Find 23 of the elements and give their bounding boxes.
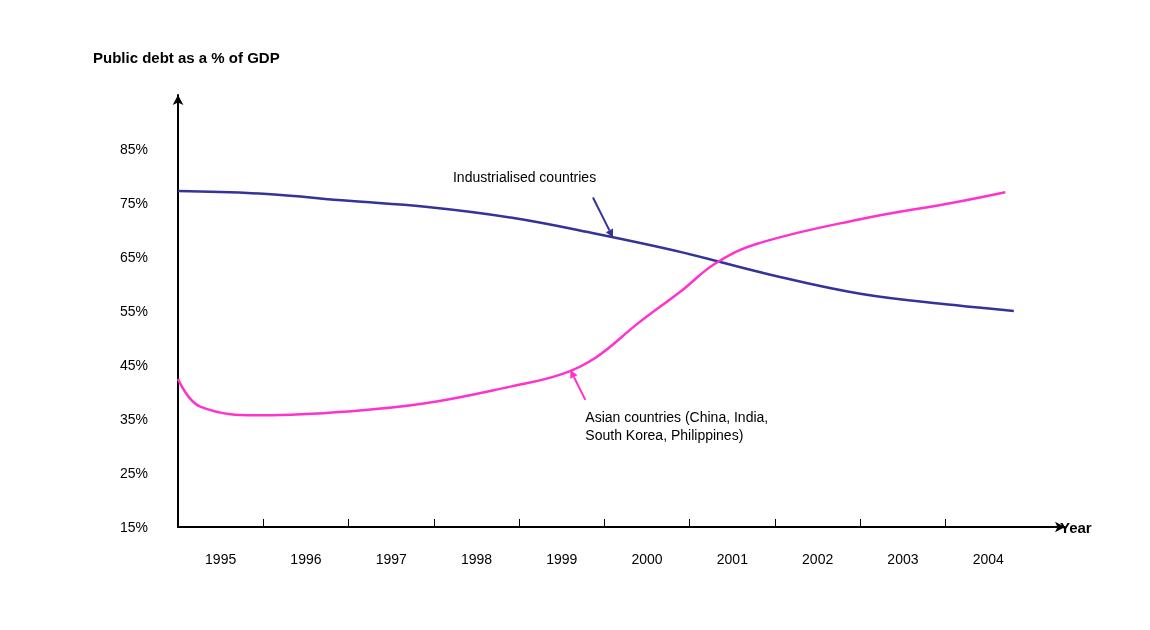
y-tick-label: 65% [119, 249, 148, 265]
y-tick-label: 55% [119, 303, 148, 319]
line-series [176, 189, 1016, 313]
x-tick-label: 2004 [972, 551, 1005, 567]
y-tick-label: 35% [119, 411, 148, 427]
x-tick-label: 2000 [631, 551, 663, 567]
x-tick-label: 1997 [375, 551, 407, 567]
x-tick-label: 2003 [887, 551, 919, 567]
annotation: Industrialised countries [452, 168, 597, 185]
x-tick-label: 1996 [290, 551, 322, 567]
y-tick-label: 85% [119, 141, 148, 157]
y-tick-label: 25% [119, 465, 148, 481]
y-axis-title: Public debt as a % of GDP [93, 49, 280, 66]
y-tick-label: 15% [119, 519, 148, 535]
x-tick-label: 1999 [546, 551, 578, 567]
annotation: Asian countries (China, India, South Korea, Philippines) [585, 408, 769, 443]
x-tick-label: 1995 [205, 551, 237, 567]
x-axis-title: Year [1060, 518, 1092, 536]
x-tick-label: 1998 [460, 551, 493, 567]
x-tick-label: 2002 [802, 551, 834, 567]
y-tick-label: 75% [119, 195, 148, 211]
y-tick-label: 45% [119, 357, 148, 373]
x-tick-label: 2001 [716, 551, 749, 567]
